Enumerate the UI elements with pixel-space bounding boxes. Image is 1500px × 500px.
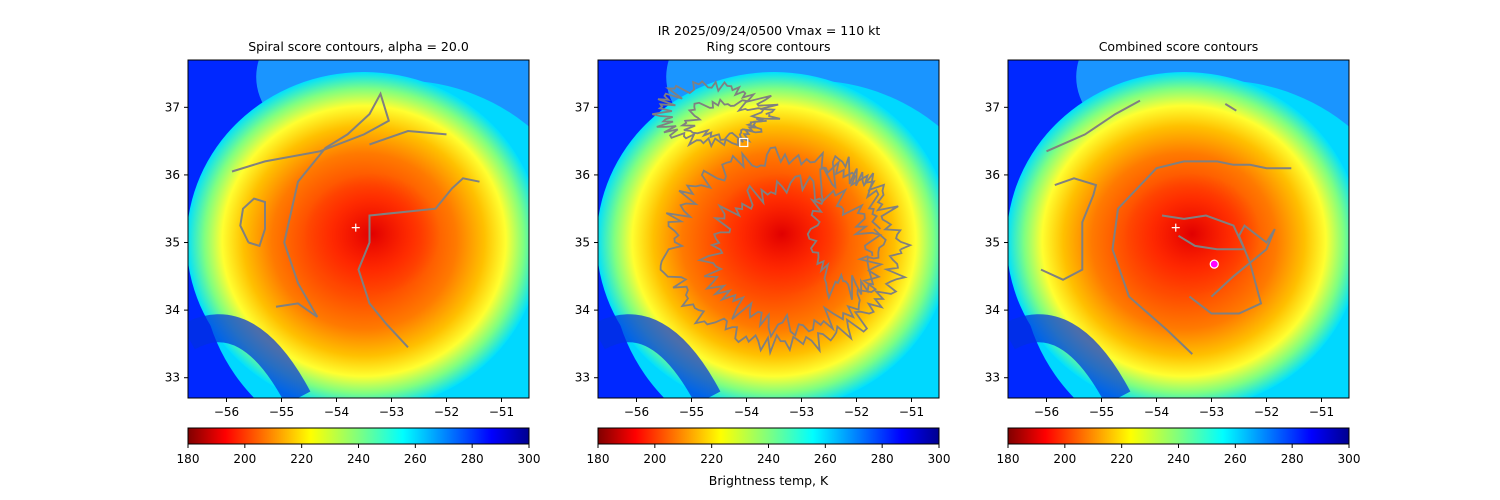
colorbar: 180 200 220 240 260 280 300 bbox=[177, 427, 541, 466]
x-tick-label: −51 bbox=[489, 405, 514, 419]
x-tick-label: −52 bbox=[434, 405, 459, 419]
colorbar-tick-label: 280 bbox=[871, 452, 894, 466]
x-tick-label: −56 bbox=[1034, 405, 1059, 419]
axes-frame bbox=[597, 59, 940, 399]
panel-2: −56 −55 −54 −53 −52 −51 33 34 35 36 37 Ring score c… bbox=[575, 39, 951, 488]
colorbar-tick-label: 180 bbox=[997, 452, 1020, 466]
spiral-contour-1 bbox=[357, 177, 480, 348]
panel-title: Combined score contours bbox=[1099, 39, 1259, 54]
combined-contour-1 bbox=[1188, 224, 1276, 315]
ring-contour-4 bbox=[679, 97, 767, 143]
x-tick-label: −56 bbox=[214, 405, 239, 419]
panel-title: Ring score contours bbox=[706, 39, 830, 54]
combined-contour-5 bbox=[1161, 214, 1247, 251]
x-tick-label: −55 bbox=[269, 405, 294, 419]
y-tick-label: 34 bbox=[985, 303, 1000, 317]
combined-contour-4 bbox=[1224, 103, 1237, 112]
spiral-contour-0 bbox=[231, 91, 390, 318]
colorbar-tick-label: 300 bbox=[518, 452, 541, 466]
colorbar-tick-label: 180 bbox=[177, 452, 200, 466]
y-tick-label: 34 bbox=[575, 303, 590, 317]
colorbar-tick-label: 240 bbox=[347, 452, 370, 466]
y-tick-label: 33 bbox=[575, 371, 590, 385]
y-tick-label: 36 bbox=[985, 168, 1000, 182]
y-tick-label: 37 bbox=[985, 100, 1000, 114]
colorbar-tick-label: 260 bbox=[1224, 452, 1247, 466]
panel-3: −56 −55 −54 −53 −52 −51 33 34 35 36 37 Combined sco… bbox=[985, 39, 1361, 466]
colorbar: 180 200 220 240 260 280 300 bbox=[997, 427, 1361, 466]
y-tick-label: 34 bbox=[165, 303, 180, 317]
colorbar-tick-label: 300 bbox=[928, 452, 951, 466]
y-tick-label: 37 bbox=[575, 100, 590, 114]
colorbar-label: Brightness temp, K bbox=[709, 473, 829, 488]
y-tick-label: 37 bbox=[165, 100, 180, 114]
x-tick-label: −55 bbox=[1089, 405, 1114, 419]
x-tick-label: −53 bbox=[1199, 405, 1224, 419]
colorbar-tick-label: 280 bbox=[1281, 452, 1304, 466]
x-tick-label: −53 bbox=[789, 405, 814, 419]
figure-title: IR 2025/09/24/0500 Vmax = 110 kt bbox=[658, 23, 881, 38]
x-tick-label: −53 bbox=[379, 405, 404, 419]
colorbar-tick-label: 180 bbox=[587, 452, 610, 466]
combined-contour-2 bbox=[1040, 177, 1098, 281]
y-tick-label: 33 bbox=[165, 371, 180, 385]
ir-image bbox=[188, 60, 529, 398]
x-tick-label: −56 bbox=[624, 405, 649, 419]
contours bbox=[652, 79, 913, 357]
contours bbox=[231, 91, 480, 348]
y-tick-label: 36 bbox=[165, 168, 180, 182]
ring-contour-0 bbox=[659, 146, 913, 357]
colorbar-tick-label: 260 bbox=[814, 452, 837, 466]
colorbar-tick-label: 220 bbox=[290, 452, 313, 466]
panels: −56 −55 −54 −53 −52 −51 33 34 35 36 37 Spiral score… bbox=[165, 39, 1361, 488]
colorbar-tick-label: 260 bbox=[404, 452, 427, 466]
ring-contour-1 bbox=[696, 174, 884, 339]
spiral-contour-2 bbox=[239, 197, 266, 248]
panel-1: −56 −55 −54 −53 −52 −51 33 34 35 36 37 Spiral score… bbox=[165, 39, 541, 466]
x-tick-label: −55 bbox=[679, 405, 704, 419]
panel-title: Spiral score contours, alpha = 20.0 bbox=[248, 39, 469, 54]
colorbar-tick-label: 200 bbox=[643, 452, 666, 466]
colorbar-tick-label: 200 bbox=[233, 452, 256, 466]
ir-image bbox=[598, 60, 939, 398]
x-tick-label: −51 bbox=[1309, 405, 1334, 419]
combined-contour-3 bbox=[1046, 99, 1141, 153]
center-marker-circle bbox=[1209, 259, 1219, 269]
x-tick-label: −52 bbox=[844, 405, 869, 419]
colorbar: 180 200 220 240 260 280 300 Brightness temp, K bbox=[587, 427, 951, 488]
colorbar-tick-label: 220 bbox=[700, 452, 723, 466]
colorbar-tick-label: 240 bbox=[757, 452, 780, 466]
colorbar-tick-label: 300 bbox=[1338, 452, 1361, 466]
center-marker-plus bbox=[351, 223, 360, 232]
x-tick-label: −54 bbox=[324, 405, 349, 419]
axes-frame bbox=[187, 59, 530, 399]
x-tick-label: −51 bbox=[899, 405, 924, 419]
contours bbox=[1040, 99, 1292, 355]
ring-contour-2 bbox=[806, 154, 887, 301]
y-tick-label: 35 bbox=[165, 236, 180, 250]
x-tick-label: −52 bbox=[1254, 405, 1279, 419]
spiral-contour-3 bbox=[369, 129, 447, 146]
y-tick-label: 36 bbox=[575, 168, 590, 182]
y-tick-label: 35 bbox=[985, 236, 1000, 250]
y-tick-label: 33 bbox=[985, 371, 1000, 385]
center-marker-plus bbox=[1171, 223, 1180, 232]
x-tick-label: −54 bbox=[734, 405, 759, 419]
ir-image bbox=[1008, 60, 1349, 398]
center-marker-square bbox=[739, 137, 749, 148]
y-tick-label: 35 bbox=[575, 236, 590, 250]
colorbar-tick-label: 240 bbox=[1167, 452, 1190, 466]
x-tick-label: −54 bbox=[1144, 405, 1169, 419]
colorbar-tick-label: 280 bbox=[461, 452, 484, 466]
combined-contour-0 bbox=[1111, 160, 1292, 355]
colorbar-tick-label: 200 bbox=[1053, 452, 1076, 466]
colorbar-tick-label: 220 bbox=[1110, 452, 1133, 466]
axes-frame bbox=[1007, 59, 1350, 399]
